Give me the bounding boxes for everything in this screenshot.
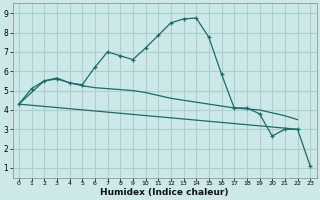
X-axis label: Humidex (Indice chaleur): Humidex (Indice chaleur) <box>100 188 229 197</box>
